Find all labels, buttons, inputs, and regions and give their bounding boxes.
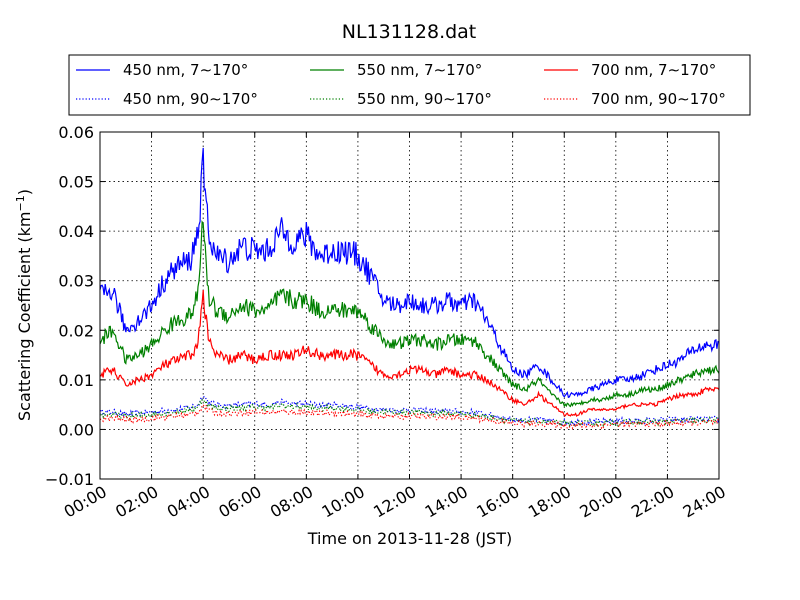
- x-axis-label: Time on 2013-11-28 (JST): [307, 529, 512, 548]
- y-tick-label: −0.01: [45, 470, 94, 489]
- legend-label: 550 nm, 7∼170°: [357, 61, 482, 79]
- chart-title: NL131128.dat: [342, 21, 477, 43]
- x-tick-label: 10:00: [318, 482, 367, 522]
- legend-label: 550 nm, 90∼170°: [357, 90, 492, 108]
- x-tick-label: 18:00: [525, 482, 574, 522]
- y-tick-labels: −0.01 0.00 0.01 0.02 0.03 0.04 0.05 0.06: [45, 123, 94, 489]
- x-tick-label: 16:00: [473, 482, 522, 522]
- legend-label: 450 nm, 7∼170°: [123, 61, 248, 79]
- series-line: [99, 404, 720, 430]
- legend-box: [68, 54, 751, 116]
- x-tick-label: 22:00: [628, 482, 677, 522]
- y-tick-label: 0.01: [58, 371, 94, 390]
- y-tick-label: 0.02: [58, 321, 94, 340]
- series-line: [99, 289, 720, 417]
- y-axis-label: Scattering Coefficient (km−1): [14, 189, 34, 421]
- x-tick-label: 12:00: [370, 482, 419, 522]
- x-tick-label: 04:00: [164, 482, 213, 522]
- plot-frame: [99, 131, 720, 480]
- legend: 450 nm, 7∼170° 450 nm, 90∼170° 550 nm, 7∼1…: [76, 61, 726, 108]
- grid: [100, 132, 719, 479]
- y-tick-label: 0.05: [58, 173, 94, 192]
- x-tick-label: 14:00: [422, 482, 471, 522]
- plot-series: [99, 147, 720, 430]
- x-tick-label: 02:00: [112, 482, 161, 522]
- x-tick-label: 08:00: [267, 482, 316, 522]
- x-tick-labels: 00:00 02:00 04:00 06:00 08:00 10:00 12:00 14:00…: [61, 482, 729, 522]
- y-tick-label: 0.06: [58, 123, 94, 142]
- y-tick-label: 0.00: [58, 420, 94, 439]
- series-line: [99, 147, 720, 399]
- x-tick-label: 24:00: [680, 482, 729, 522]
- legend-label: 700 nm, 90∼170°: [591, 90, 726, 108]
- x-tick-label: 20:00: [576, 482, 625, 522]
- x-tick-label: 06:00: [215, 482, 264, 522]
- ticks: [99, 131, 720, 480]
- y-tick-label: 0.04: [58, 222, 94, 241]
- legend-label: 700 nm, 7∼170°: [591, 61, 716, 79]
- legend-label: 450 nm, 90∼170°: [123, 90, 258, 108]
- series-line: [99, 219, 720, 408]
- y-tick-label: 0.03: [58, 272, 94, 291]
